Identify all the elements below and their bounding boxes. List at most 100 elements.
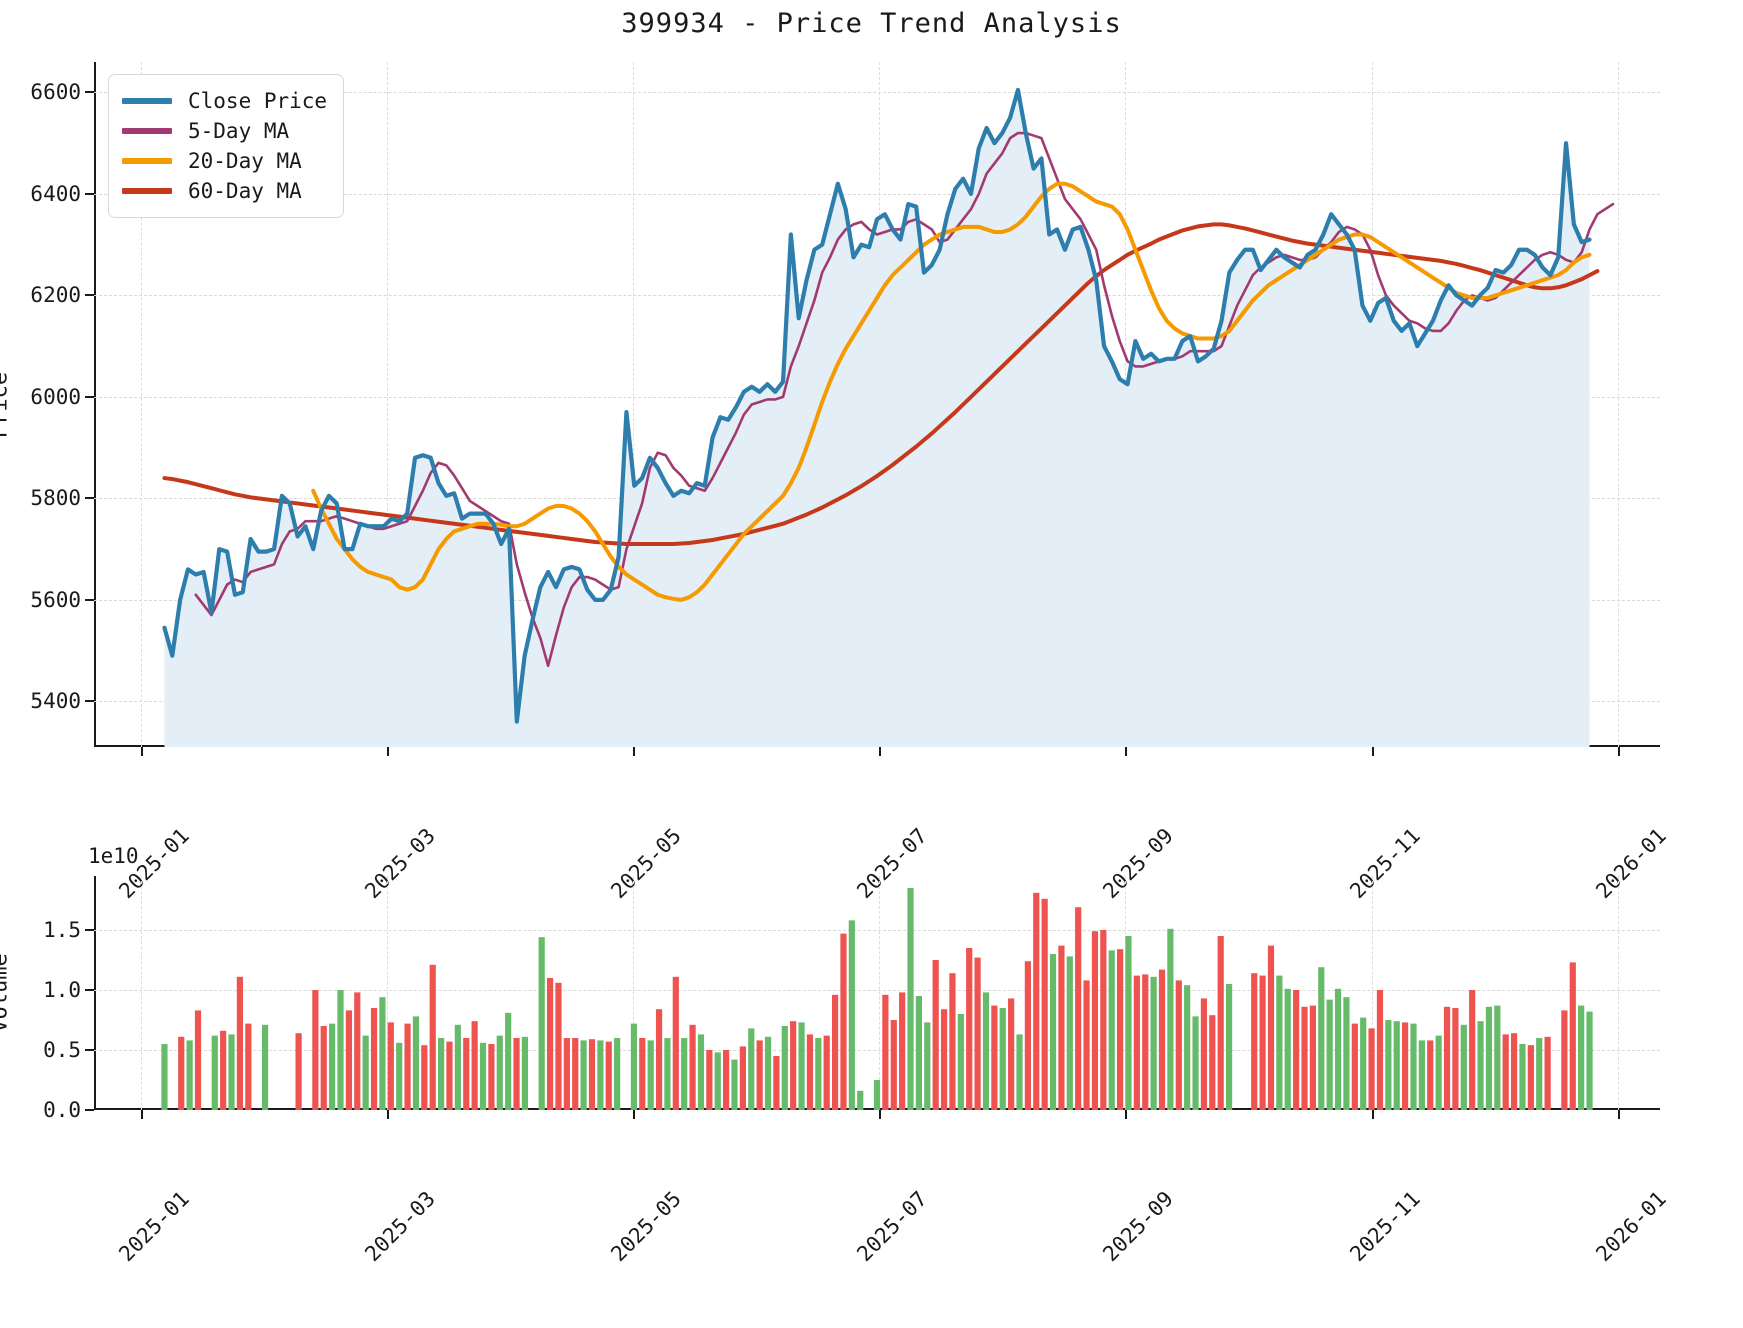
price-y-tick-mark: [85, 395, 94, 398]
price-y-axis-spine: [94, 62, 97, 747]
volume-bar-up: [211, 1035, 218, 1110]
volume-bar-up: [681, 1038, 688, 1110]
volume-bar-down: [940, 1009, 948, 1110]
volume-bar-down: [706, 1050, 713, 1110]
volume-y-tick-label: 0.0: [43, 1098, 81, 1122]
volume-bar-down: [354, 992, 361, 1110]
volume-bar-up: [1326, 999, 1333, 1110]
volume-bar-down: [1452, 1008, 1459, 1110]
legend-item-20-day-ma[interactable]: 20-Day MA: [122, 146, 327, 176]
volume-bar-down: [1368, 1028, 1375, 1110]
volume-bar-up: [915, 996, 923, 1110]
volume-bar-up: [261, 1024, 269, 1110]
volume-y-tick-mark: [85, 929, 94, 931]
volume-bar-up: [1460, 1024, 1467, 1110]
price-x-tick-mark: [1125, 747, 1128, 756]
price-y-tick-label: 6200: [30, 283, 81, 308]
volume-bar-up: [1184, 985, 1191, 1110]
legend-item-5-day-ma[interactable]: 5-Day MA: [122, 116, 327, 146]
volume-bar-down: [572, 1038, 579, 1110]
volume-bar-up: [630, 1023, 637, 1110]
volume-bar-up: [1343, 997, 1350, 1110]
volume-x-tick-mark: [1371, 1110, 1374, 1119]
price-y-tick-label: 6600: [30, 80, 81, 105]
volume-bar-down: [773, 1056, 780, 1110]
volume-bar-down: [831, 994, 839, 1110]
volume-bar-up: [329, 1023, 336, 1110]
volume-bar-down: [563, 1038, 570, 1110]
volume-bar-down: [840, 933, 847, 1110]
volume-bar-up: [1192, 1016, 1199, 1110]
volume-bar-down: [320, 1026, 327, 1110]
volume-bar-down: [739, 1046, 746, 1110]
volume-bar-up: [521, 1036, 529, 1110]
volume-bar-down: [974, 957, 981, 1110]
volume-x-tick-mark: [1125, 1110, 1128, 1119]
volume-bar-up: [580, 1040, 587, 1110]
chart-title: 399934 - Price Trend Analysis: [621, 8, 1122, 39]
volume-bar-down: [1259, 975, 1266, 1110]
legend-item-60-day-ma[interactable]: 60-Day MA: [122, 176, 327, 206]
volume-axis-offset-text: 1e10: [88, 844, 139, 868]
volume-bar-down: [1569, 962, 1576, 1110]
volume-bar-down: [672, 976, 679, 1110]
price-y-tick-mark: [85, 192, 94, 195]
volume-x-tick-label: 2025-03: [360, 1186, 440, 1267]
legend-swatch-icon: [122, 188, 172, 194]
volume-bar-up: [1108, 950, 1115, 1110]
volume-bar-up: [538, 937, 545, 1110]
price-x-tick-mark: [387, 747, 390, 756]
volume-y-tick-label: 1.0: [43, 978, 81, 1002]
volume-bar-up: [999, 1008, 1006, 1110]
volume-y-tick-mark: [85, 1109, 94, 1111]
volume-bar-down: [1351, 1023, 1358, 1110]
legend-item-close-price[interactable]: Close Price: [122, 86, 327, 116]
volume-x-tick-label: 2026-01: [1591, 1186, 1671, 1267]
volume-bar-down: [1158, 969, 1166, 1110]
volume-bar-up: [664, 1038, 671, 1110]
volume-bar-down: [723, 1050, 730, 1110]
legend-swatch-icon: [122, 158, 172, 164]
price-x-tick-mark: [1617, 747, 1620, 756]
legend-label: Close Price: [188, 89, 328, 113]
volume-x-tick-mark: [633, 1110, 636, 1119]
volume-x-tick-mark: [1617, 1110, 1620, 1119]
legend-label: 60-Day MA: [188, 179, 302, 203]
volume-bar-up: [1410, 1023, 1417, 1110]
volume-bar-up: [1125, 936, 1132, 1110]
volume-bar-down: [370, 1008, 378, 1110]
volume-bar-up: [228, 1034, 235, 1110]
volume-bar-down: [1293, 990, 1300, 1110]
volume-bar-down: [1083, 980, 1090, 1110]
volume-bar-up: [815, 1038, 822, 1110]
volume-bar-down: [1209, 1015, 1216, 1110]
volume-bar-down: [1301, 1006, 1308, 1110]
volume-bar-down: [756, 1040, 763, 1110]
volume-y-tick-mark: [85, 989, 94, 991]
volume-bar-down: [513, 1038, 520, 1110]
volume-y-tick-label: 0.5: [43, 1038, 81, 1062]
volume-bar-down: [949, 973, 956, 1110]
volume-bar-down: [1309, 1005, 1316, 1110]
volume-bar-down: [429, 964, 436, 1110]
volume-bar-up: [1578, 1005, 1585, 1110]
series-line-close-price: [162, 87, 1592, 724]
volume-bar-down: [387, 1022, 394, 1110]
volume-bar-up: [798, 1022, 805, 1110]
volume-bar-up: [1494, 1005, 1501, 1110]
volume-bar-up: [697, 1034, 705, 1110]
volume-bar-down: [882, 994, 889, 1110]
price-x-tick-mark: [140, 747, 143, 756]
volume-bar-up: [647, 1040, 654, 1110]
volume-x-tick-mark: [387, 1110, 390, 1119]
volume-bar-down: [1041, 898, 1048, 1110]
price-y-tick-mark: [85, 700, 94, 703]
price-y-tick-mark: [85, 91, 94, 94]
legend-label: 20-Day MA: [188, 149, 302, 173]
volume-y-tick-label: 1.5: [43, 918, 81, 942]
volume-bar-down: [1142, 974, 1149, 1110]
volume-bar-down: [1443, 1006, 1451, 1110]
volume-bar-up: [1385, 1020, 1392, 1110]
volume-bar-up: [1150, 976, 1157, 1110]
volume-bar-up: [412, 1016, 420, 1110]
